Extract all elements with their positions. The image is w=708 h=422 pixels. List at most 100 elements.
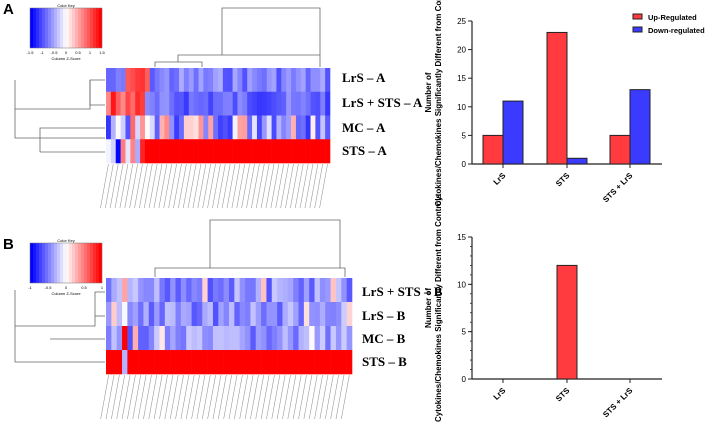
color-key-tick: -0.5 <box>45 285 53 290</box>
heatmap-b-cell <box>212 350 219 375</box>
heatmap-b-cell <box>116 326 123 351</box>
heatmap-a-column-label <box>241 163 250 209</box>
heatmap-a-cell <box>213 139 219 164</box>
heatmap-b-cell <box>186 326 192 351</box>
heatmap-b-column-label <box>169 374 179 420</box>
heatmap-b-cell <box>154 326 160 351</box>
heatmap-a-cell <box>261 68 267 93</box>
heatmap-a-cell <box>252 139 258 164</box>
heatmap-b-row-dendrogram <box>14 290 105 363</box>
color-key-xlabel: Column Z-Score <box>51 56 81 61</box>
y-tick-label: 5 <box>462 328 467 337</box>
heatmap-b-cell <box>132 302 139 327</box>
heatmap-b-cell <box>287 350 294 375</box>
heatmap-b-cell <box>287 326 294 351</box>
heatmap-a-cell <box>256 139 263 164</box>
heatmap-b-column-label <box>260 374 270 420</box>
heatmap-b-cell <box>266 326 273 351</box>
heatmap-a-cell <box>242 68 248 93</box>
color-key-swatch <box>30 243 34 283</box>
heatmap-b-row-label: LrS – B <box>362 308 406 323</box>
heatmap-b-cell <box>132 326 139 351</box>
heatmap-b-cell <box>325 278 331 303</box>
heatmap-a-cell <box>232 91 238 116</box>
heatmap-a-cell <box>325 91 331 116</box>
heatmap-a-cell <box>310 115 316 140</box>
heatmap-a-column-label <box>309 163 319 209</box>
heatmap-b-cell <box>191 302 198 327</box>
heatmap-a-cell <box>271 139 277 164</box>
heatmap-a-cell <box>154 68 160 93</box>
heatmap-a-column-label <box>294 163 304 209</box>
heatmap-b-cell <box>132 350 139 375</box>
heatmap-a-cell <box>271 115 277 140</box>
color-key-tick: 1 <box>89 50 92 55</box>
legend-swatch <box>632 13 643 20</box>
heatmap-a-cell <box>305 91 311 116</box>
heatmap-a-cell <box>115 91 121 116</box>
heatmap-b-row-label: STS – B <box>362 354 407 369</box>
heatmap-a-cell <box>169 91 175 116</box>
color-key-swatch <box>99 243 103 283</box>
heatmap-b-cell <box>325 326 331 351</box>
heatmap-b-cell <box>127 350 134 375</box>
heatmap-b-cell <box>255 350 262 375</box>
heatmap-b-column-label <box>105 374 115 420</box>
heatmap-b-cell <box>346 302 353 327</box>
heatmap-a-cell <box>227 68 233 93</box>
color-key-frame <box>29 242 103 284</box>
color-key-swatch <box>63 8 67 48</box>
heatmap-a-cell <box>256 91 263 116</box>
heatmap-a-column-label <box>187 163 197 209</box>
heatmap-a-cell <box>130 68 136 93</box>
heatmap-b-cell <box>180 350 187 375</box>
heatmap-a-cell <box>222 115 229 140</box>
heatmap-b-cell <box>138 302 144 327</box>
heatmap-b-cell <box>164 326 171 351</box>
heatmap-a-cell <box>276 91 282 116</box>
heatmap-b-cell <box>335 326 342 351</box>
heatmap-a-cell <box>295 68 302 93</box>
heatmap-a-cell <box>193 115 199 140</box>
heatmap-a-column-label <box>173 163 182 209</box>
heatmap-a-cell <box>140 91 146 116</box>
heatmap-a-cell <box>281 139 287 164</box>
heatmap-a-column-label <box>178 163 187 209</box>
heatmap-b-cell <box>261 278 267 303</box>
heatmap-b-column-label <box>271 374 281 420</box>
heatmap-a-cell <box>110 68 117 93</box>
heatmap-a-cell <box>218 115 224 140</box>
heatmap-a-column-label <box>260 163 270 209</box>
heatmap-a-cell <box>315 139 321 164</box>
heatmap-b-cell <box>180 326 187 351</box>
heatmap-b-column-label <box>250 374 259 420</box>
heatmap-a-cell <box>291 115 297 140</box>
heatmap-b-cell <box>330 326 337 351</box>
heatmap-b-cell <box>148 350 155 375</box>
heatmap-a-column-label <box>105 163 114 209</box>
heatmap-b-cell <box>138 350 144 375</box>
heatmap-a-column-label <box>109 163 119 209</box>
heatmap-b-cell <box>341 350 347 375</box>
heatmap-a-cell <box>188 115 194 140</box>
heatmap-b-cell <box>282 326 289 351</box>
heatmap-b-cell <box>218 278 224 303</box>
heatmap-a-column-label <box>319 163 328 209</box>
heatmap-b-column-label <box>244 374 254 420</box>
heatmap-b-cell <box>282 302 289 327</box>
y-axis-label: Number of <box>424 72 433 112</box>
heatmap-a-cell <box>281 91 287 116</box>
heatmap-a-cell <box>135 91 141 116</box>
heatmap-a-cell <box>174 68 180 93</box>
heatmap-b-cell <box>148 326 155 351</box>
heatmap-b-cell <box>277 278 283 303</box>
color-key-swatch <box>81 8 85 48</box>
heatmap-a-cell <box>222 91 229 116</box>
heatmap-b-cell <box>212 278 219 303</box>
heatmap-a-cell <box>198 115 204 140</box>
heatmap-b-column-label <box>341 374 350 420</box>
color-key-tick: 0 <box>65 285 68 290</box>
heatmap-b-column-label <box>319 374 329 420</box>
y-tick-label: 10 <box>457 103 466 112</box>
heatmap-a-cell <box>203 91 209 116</box>
